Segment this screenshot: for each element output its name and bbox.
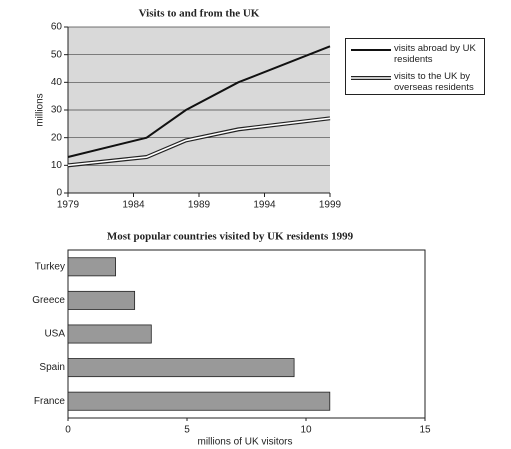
x-tick-label: 1999 <box>319 200 342 211</box>
bar <box>67 257 116 277</box>
x-tick-label: 10 <box>300 425 312 436</box>
y-tick-label: Greece <box>32 295 65 306</box>
x-tick-label: 0 <box>65 425 71 436</box>
y-tick-label: 50 <box>51 49 63 60</box>
y-tick-label: Turkey <box>35 261 65 272</box>
x-tick-label: 1979 <box>57 200 80 211</box>
series-line-inner <box>67 117 331 167</box>
bar <box>67 391 331 411</box>
y-tick-label: Spain <box>39 362 65 373</box>
legend: visits abroad by UK residents visits to t… <box>345 38 485 95</box>
x-tick-label: 5 <box>184 425 190 436</box>
y-tick-label: 0 <box>56 188 62 199</box>
legend-swatch <box>351 49 391 51</box>
x-axis-label: millions of UK visitors <box>197 437 292 448</box>
x-tick-label: 1984 <box>122 200 145 211</box>
chart-title: Visits to and from the UK <box>139 8 260 20</box>
legend-swatch <box>351 76 391 80</box>
x-tick-label: 15 <box>419 425 431 436</box>
y-tick-label: France <box>34 396 66 407</box>
x-tick-label: 1989 <box>188 200 211 211</box>
y-tick-label: 10 <box>51 160 63 171</box>
y-axis-label: millions <box>35 93 46 126</box>
chart-title: Most popular countries visited by UK res… <box>107 231 354 243</box>
y-tick-label: 30 <box>51 105 63 116</box>
y-tick-label: 40 <box>51 77 63 88</box>
y-tick-label: USA <box>44 329 65 340</box>
y-tick-label: 20 <box>51 132 63 143</box>
bar <box>67 324 152 344</box>
y-tick-label: 60 <box>51 22 63 33</box>
bar <box>67 290 136 310</box>
bar <box>67 358 295 378</box>
legend-label: visits to the UK by overseas residents <box>394 71 474 93</box>
legend-label: visits abroad by UK residents <box>394 43 476 65</box>
x-tick-label: 1994 <box>253 200 276 211</box>
series-line <box>67 45 331 159</box>
